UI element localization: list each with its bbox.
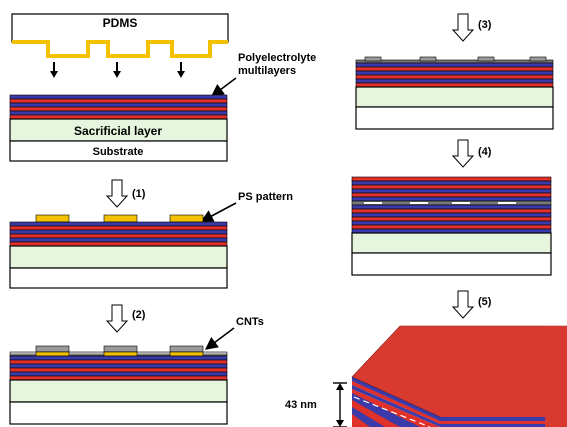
step-2-arrow: (2) (105, 304, 146, 333)
substrate-label: Substrate (93, 146, 144, 158)
panel-step-4 (351, 176, 552, 276)
film-side-stripes (352, 377, 567, 427)
step-1-label: (1) (132, 188, 146, 200)
step-5-arrow: (5) (451, 290, 492, 319)
thickness-label: 43 nm (285, 399, 317, 411)
step-4-arrow: (4) (451, 139, 492, 168)
press-arrows (53, 62, 182, 72)
panel-step-3 (355, 56, 554, 130)
cnts-label: CNTs (236, 316, 264, 328)
step-2-label: (2) (132, 309, 146, 321)
panel-step-5-3d-film: 43 nm (285, 325, 567, 427)
stack-initial (9, 94, 228, 162)
polyelectrolyte-label: Polyelectrolyte (238, 52, 316, 64)
film-right-edge (545, 326, 567, 427)
panel-initial: PDMS Polyelectrolyte multilayers (9, 13, 316, 162)
multilayers-label: multilayers (238, 65, 296, 77)
panel-step-2: CNTs (9, 316, 264, 425)
step-3-label: (3) (478, 19, 492, 31)
step-4-label: (4) (478, 146, 492, 158)
pdms-label: PDMS (103, 16, 138, 30)
pdms-stamp: PDMS (11, 13, 229, 58)
panel-step-1: PS pattern (9, 191, 293, 289)
step-3-arrow: (3) (451, 13, 492, 42)
sacrificial-label: Sacrificial layer (74, 124, 162, 138)
step-1-arrow: (1) (105, 179, 146, 208)
ps-pattern-label: PS pattern (238, 191, 293, 203)
step-5-label: (5) (478, 296, 492, 308)
